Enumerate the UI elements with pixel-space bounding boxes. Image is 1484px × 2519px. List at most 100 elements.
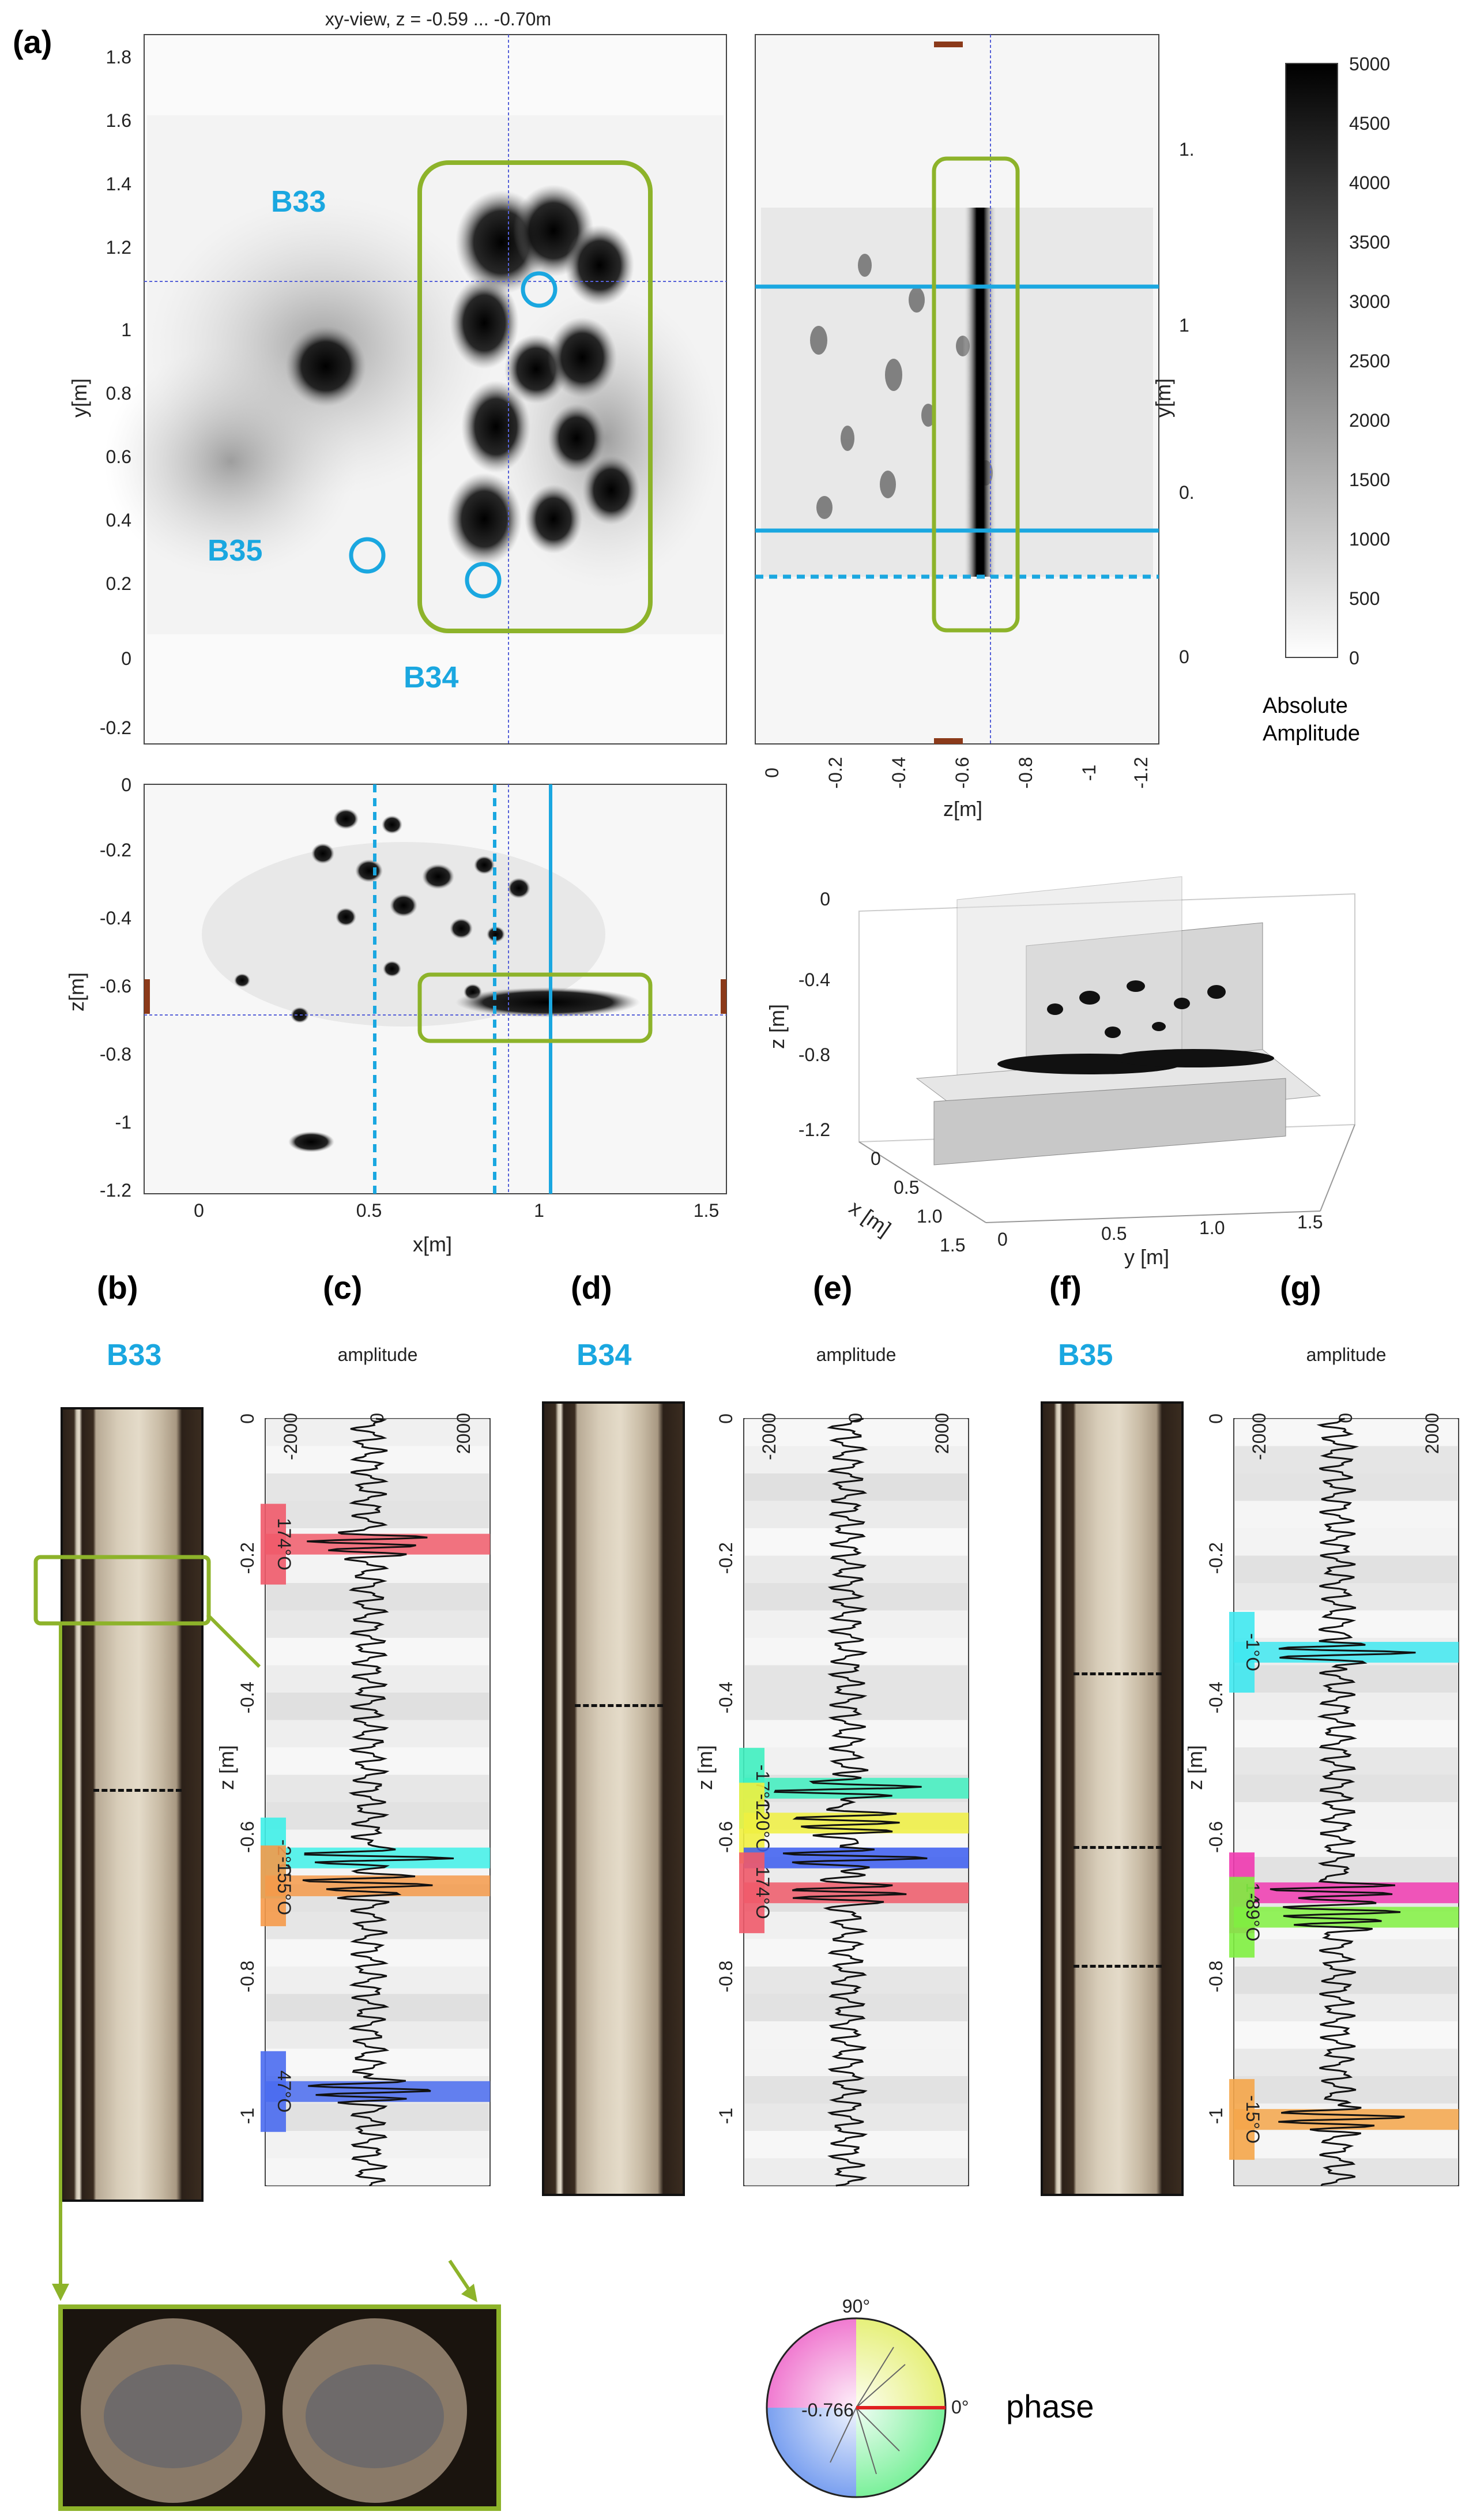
trace-band — [1235, 2158, 1457, 2186]
zy-ytick: 1.5 — [1179, 139, 1193, 160]
cbar-tick: 2000 — [1349, 410, 1390, 431]
xy-ytick: -0.2 — [100, 717, 131, 738]
xy-yticks: 1.8 1.6 1.4 1.2 1 0.8 0.6 0.4 0.2 0 -0.2 — [100, 47, 131, 738]
cbar-tick: 5000 — [1349, 54, 1390, 74]
panel-label-d: (d) — [571, 1269, 612, 1306]
trace-xtick: -2000 — [280, 1413, 301, 1460]
3d-xtick: 1.5 — [940, 1235, 965, 1255]
trace-band — [745, 1693, 967, 1720]
core-photo-b35 — [1041, 1401, 1184, 2196]
trace-line — [1270, 1418, 1416, 2187]
xz-ytick: -0.8 — [100, 1044, 131, 1065]
trace-band — [745, 1419, 967, 1446]
cbar-tick: 4000 — [1349, 172, 1390, 193]
cbar-tick: 2500 — [1349, 351, 1390, 371]
colorbar: 5000 4500 4000 3500 3000 2500 2000 1500 … — [1285, 54, 1390, 668]
label-b35: B35 — [208, 534, 263, 567]
trace-ztick: -0.8 — [237, 1961, 258, 1992]
trace-marker-band — [265, 2081, 490, 2102]
xy-ytick: 1.2 — [106, 237, 131, 258]
trace-marker-label: 174°O — [274, 1518, 295, 1570]
zy-xtick: -0.4 — [888, 757, 909, 788]
phase-top-label: 90° — [842, 2296, 870, 2317]
trace-ztick: 0 — [715, 1413, 736, 1424]
xy-ytick: 1 — [121, 319, 131, 340]
trace-band — [266, 1501, 489, 1528]
trace-ztick: -1 — [1206, 2108, 1226, 2124]
trace-ylabel: z [m] — [219, 1745, 238, 1790]
trace-marker-label: -155°O — [274, 1856, 295, 1915]
trace-band — [745, 1967, 967, 1994]
trace-xtick: 0 — [845, 1413, 866, 1423]
panel-label-b: (b) — [97, 1269, 138, 1306]
zy-xtick: -0.2 — [825, 757, 846, 788]
trace-band — [745, 2158, 967, 2186]
trace-marker-label: 174°O — [752, 1867, 773, 1919]
trace-ztick: -0.6 — [1206, 1821, 1226, 1853]
trace-band — [1235, 1610, 1457, 1638]
trace-xtick: -2000 — [1249, 1413, 1270, 1460]
cbar-tick: 1500 — [1349, 469, 1390, 490]
xy-title: xy-view, z = -0.59 ... -0.70m — [325, 9, 551, 29]
panel-label-c: (c) — [323, 1269, 363, 1306]
trace-ztick: 0 — [1206, 1413, 1226, 1424]
colorbar-label-line2: Amplitude — [1263, 721, 1360, 746]
zy-ylabel: y[m] — [1151, 378, 1175, 418]
xy-ytick: 0 — [121, 648, 131, 669]
trace-plot-c: amplitude-2000020000-0.2-0.4-0.6-0.8-1z … — [219, 1344, 491, 2187]
xz-xtick: 1.5 — [694, 1200, 719, 1221]
zy-xlabel: z[m] — [943, 797, 982, 821]
3d-ztick: -0.4 — [799, 969, 830, 990]
colorbar-label-line1: Absolute — [1263, 694, 1348, 718]
phase-center-value: -0.766 — [801, 2400, 854, 2420]
3d-xtick: 0.5 — [894, 1177, 919, 1198]
core-break-line — [1073, 1964, 1162, 1968]
trace-marker-tag — [1229, 2079, 1255, 2160]
trace-marker-label: -120°O — [752, 1794, 773, 1852]
xz-xtick: 0.5 — [356, 1200, 382, 1221]
cbar-tick: 1000 — [1349, 529, 1390, 550]
trace-marker-label: -1°O — [1242, 1633, 1263, 1671]
trace-band — [745, 1555, 967, 1583]
xz-ytick: 0 — [121, 775, 131, 795]
xy-view-plot: 1.8 1.6 1.4 1.2 1 0.8 0.6 0.4 0.2 0 -0.2… — [67, 9, 727, 745]
trace-marker-label: -89°O — [1242, 1893, 1263, 1942]
trace-ztick: -0.2 — [1206, 1542, 1226, 1574]
trace-marker-tag — [1229, 1877, 1255, 1958]
trace-ylabel: z [m] — [698, 1745, 717, 1790]
xz-xlabel: x[m] — [413, 1232, 452, 1256]
cbar-tick: 500 — [1349, 588, 1380, 609]
trace-band — [1235, 1720, 1457, 1747]
zy-xtick: -0.6 — [952, 757, 973, 788]
trace-band — [266, 1473, 489, 1501]
zy-view-plot: 1.5 1 0.5 0 0 -0.2 -0.4 -0.6 -0.8 -1 -1.… — [755, 34, 1193, 821]
3d-ytick: 0.5 — [1101, 1223, 1127, 1244]
xy-ytick: 1.6 — [106, 110, 131, 131]
trace-band — [745, 1747, 967, 1775]
xz-ytick: -0.6 — [100, 976, 131, 997]
trace-plot-e: amplitude -2000 0 2000 0 -0.2 -0.4 -0.6 -0.8 -1 z … — [698, 1344, 969, 2187]
panel-label-g: (g) — [1280, 1269, 1321, 1306]
3d-xtick: 0 — [871, 1148, 881, 1169]
xz-xtick: 1 — [534, 1200, 544, 1221]
xy-ytick: 0.8 — [106, 383, 131, 404]
trace-band — [266, 1665, 489, 1693]
trace-ylabel: z [m] — [1188, 1745, 1207, 1790]
trace-band — [1235, 1802, 1457, 1830]
zy-xtick: -0.8 — [1015, 757, 1036, 788]
core-break-line — [1073, 1846, 1162, 1849]
trace-band — [1235, 1473, 1457, 1501]
xy-ytick: 0.6 — [106, 446, 131, 467]
trace-band — [266, 1610, 489, 1638]
trace-band — [1235, 2076, 1457, 2104]
trace-band — [266, 2048, 489, 2076]
trace-band — [266, 1939, 489, 1967]
trace-marker-tag — [261, 2051, 286, 2132]
trace-band — [745, 1994, 967, 2021]
cbar-tick: 0 — [1349, 648, 1359, 668]
trace-ztick: -0.2 — [715, 1542, 736, 1574]
core-photo-b34 — [542, 1401, 685, 2196]
core-label-b34: B34 — [577, 1339, 632, 1372]
trace-ztick: -0.8 — [1206, 1961, 1226, 1992]
trace-ztick: -0.4 — [715, 1682, 736, 1713]
